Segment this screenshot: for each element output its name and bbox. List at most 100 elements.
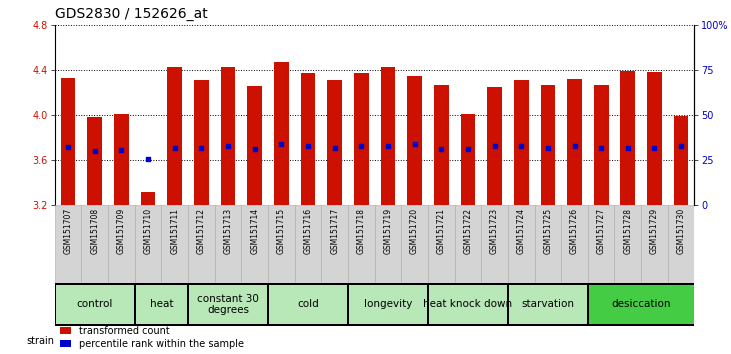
Bar [194, 80, 209, 205]
Point [276, 142, 287, 147]
Bar [135, 205, 162, 283]
Bar [108, 205, 135, 283]
Bar [189, 285, 268, 324]
Text: GSM151729: GSM151729 [650, 208, 659, 254]
Point [515, 143, 527, 148]
Point [115, 147, 127, 153]
Point [249, 146, 260, 152]
Bar [88, 117, 102, 205]
Point [569, 143, 580, 148]
Text: GSM151721: GSM151721 [436, 208, 446, 254]
Point [436, 146, 447, 152]
Bar [508, 205, 534, 283]
Text: desiccation: desiccation [611, 299, 671, 309]
Bar [641, 205, 668, 283]
Bar [428, 205, 455, 283]
Bar [188, 205, 215, 283]
Bar [647, 72, 662, 205]
Text: GSM151723: GSM151723 [490, 208, 499, 254]
Text: GSM151718: GSM151718 [357, 208, 366, 254]
Bar [81, 205, 108, 283]
Text: GDS2830 / 152626_at: GDS2830 / 152626_at [55, 7, 208, 21]
Point [595, 145, 607, 150]
Point [62, 144, 74, 149]
Bar [561, 205, 588, 283]
Bar [588, 205, 615, 283]
Bar [322, 205, 348, 283]
Text: GSM151730: GSM151730 [677, 208, 686, 254]
Bar [461, 114, 475, 205]
Text: GSM151709: GSM151709 [117, 208, 126, 254]
Bar [674, 116, 689, 205]
Text: GSM151726: GSM151726 [570, 208, 579, 254]
Text: heat knock down: heat knock down [423, 299, 512, 309]
Bar [56, 285, 134, 324]
Bar [588, 285, 694, 324]
Text: constant 30
degrees: constant 30 degrees [197, 293, 259, 315]
Text: GSM151725: GSM151725 [543, 208, 553, 254]
Bar [247, 86, 262, 205]
Point [355, 143, 367, 148]
Text: GSM151719: GSM151719 [384, 208, 393, 254]
Point [143, 156, 154, 162]
Text: GSM151720: GSM151720 [410, 208, 419, 254]
Bar [455, 205, 481, 283]
Point [622, 145, 634, 150]
Bar [167, 67, 182, 205]
Text: GSM151724: GSM151724 [517, 208, 526, 254]
Point [89, 148, 101, 154]
Bar [668, 205, 694, 283]
Bar [401, 205, 428, 283]
Point [462, 146, 474, 152]
Text: GSM151714: GSM151714 [250, 208, 260, 254]
Point [489, 143, 501, 148]
Bar [221, 67, 235, 205]
Bar [540, 85, 556, 205]
Point [648, 145, 660, 150]
Bar [274, 62, 289, 205]
Bar [114, 114, 129, 205]
Bar [61, 78, 75, 205]
Text: heat: heat [150, 299, 173, 309]
Bar [488, 87, 502, 205]
Bar [348, 205, 374, 283]
Text: GSM151717: GSM151717 [330, 208, 339, 254]
Text: strain: strain [27, 336, 55, 346]
Bar [481, 205, 508, 283]
Bar [615, 205, 641, 283]
Bar [429, 285, 507, 324]
Point [675, 143, 687, 148]
Bar [141, 192, 156, 205]
Bar [327, 80, 342, 205]
Point [409, 142, 420, 147]
Text: GSM151728: GSM151728 [624, 208, 632, 254]
Bar [295, 205, 322, 283]
Bar [534, 205, 561, 283]
Legend: transformed count, percentile rank within the sample: transformed count, percentile rank withi… [60, 326, 244, 349]
Text: GSM151708: GSM151708 [91, 208, 99, 254]
Bar [621, 71, 635, 205]
Bar [241, 205, 268, 283]
Text: GSM151712: GSM151712 [197, 208, 206, 254]
Bar [215, 205, 241, 283]
Text: GSM151707: GSM151707 [64, 208, 72, 254]
Bar [434, 85, 449, 205]
Point [542, 145, 553, 150]
Text: GSM151711: GSM151711 [170, 208, 179, 254]
Bar [354, 73, 368, 205]
Bar [268, 205, 295, 283]
Text: GSM151727: GSM151727 [596, 208, 606, 254]
Bar [509, 285, 587, 324]
Point [196, 145, 208, 150]
Bar [349, 285, 427, 324]
Bar [55, 205, 81, 283]
Bar [594, 85, 608, 205]
Text: GSM151715: GSM151715 [277, 208, 286, 254]
Point [302, 143, 314, 148]
Bar [381, 67, 395, 205]
Text: GSM151713: GSM151713 [224, 208, 232, 254]
Bar [269, 285, 347, 324]
Text: GSM151716: GSM151716 [303, 208, 313, 254]
Bar [407, 75, 422, 205]
Text: cold: cold [297, 299, 319, 309]
